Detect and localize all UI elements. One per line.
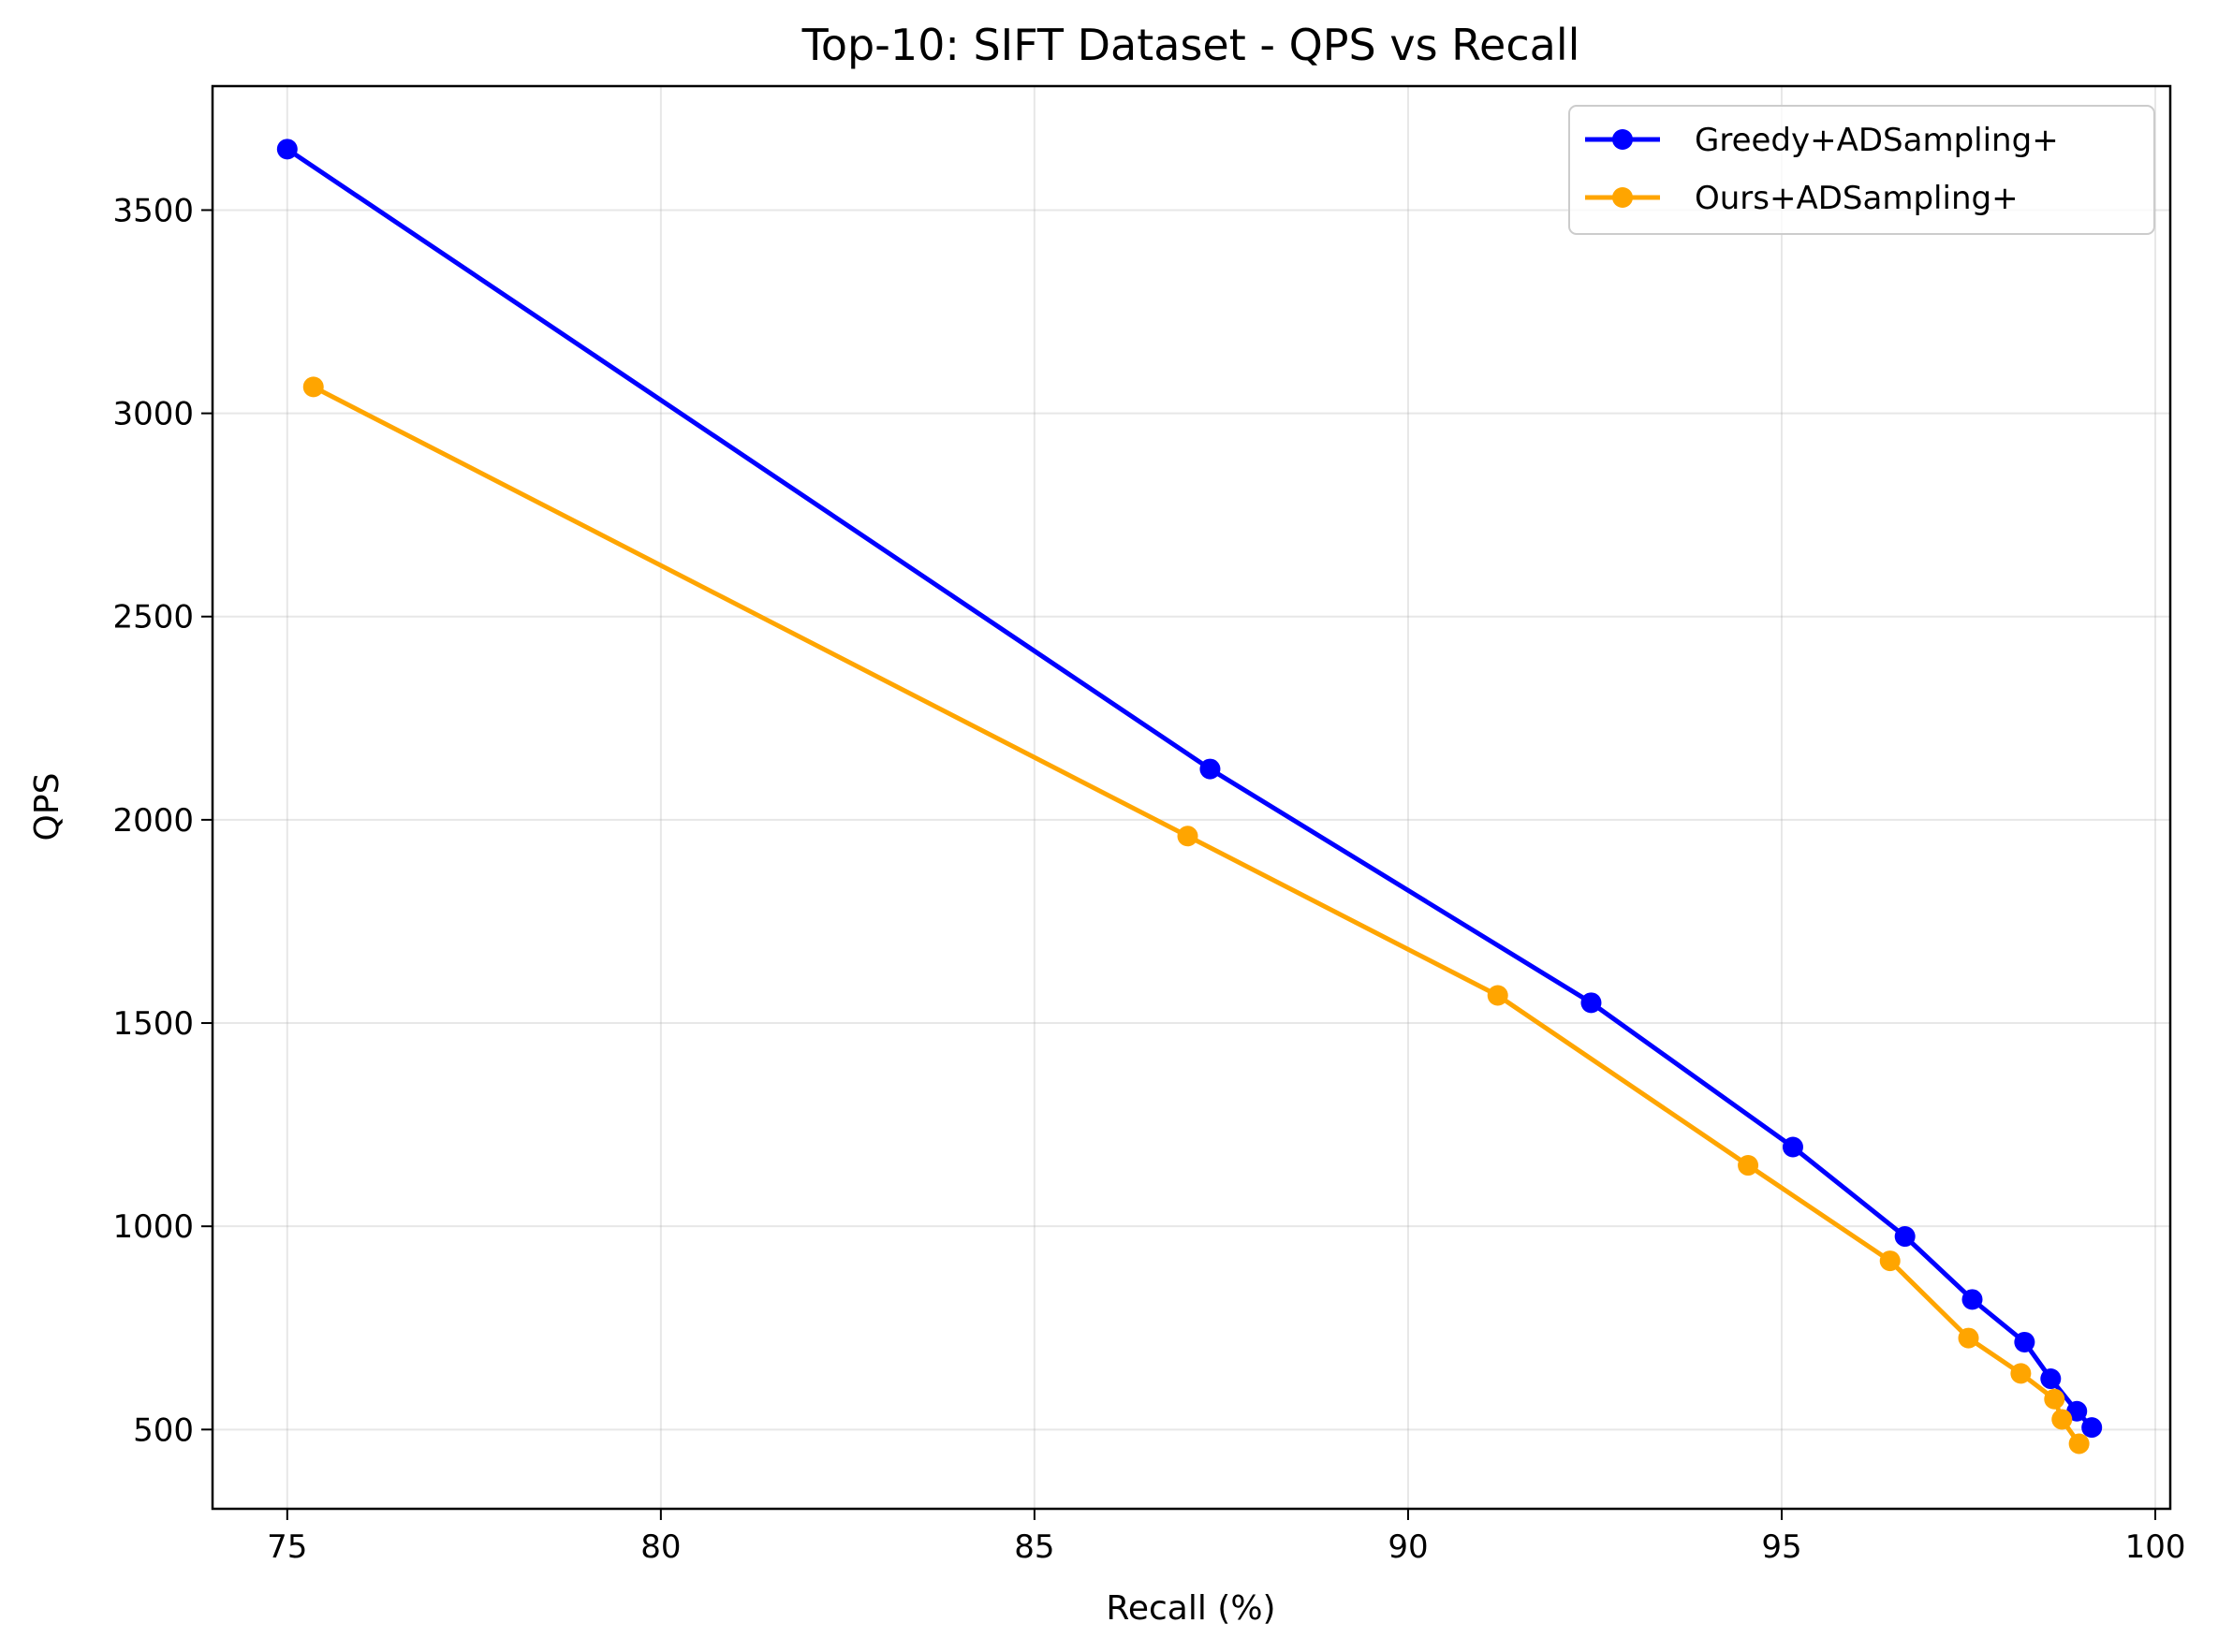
y-tick-label: 2000 bbox=[112, 802, 194, 840]
data-point bbox=[1879, 1250, 1901, 1272]
y-tick-label: 1500 bbox=[112, 1005, 194, 1043]
series-layer bbox=[276, 139, 2103, 1455]
legend: Greedy+ADSampling+ Ours+ADSampling+ bbox=[1568, 105, 2155, 235]
x-tick-label: 90 bbox=[1388, 1528, 1428, 1566]
legend-label-ours: Ours+ADSampling+ bbox=[1695, 180, 2019, 217]
x-tick-label: 80 bbox=[640, 1528, 681, 1566]
data-point bbox=[2040, 1368, 2062, 1390]
legend-label-greedy: Greedy+ADSampling+ bbox=[1695, 122, 2059, 159]
data-point bbox=[276, 139, 298, 160]
data-point bbox=[2081, 1417, 2103, 1439]
data-point bbox=[2068, 1433, 2090, 1455]
x-tick-label: 85 bbox=[1014, 1528, 1054, 1566]
plot-frame bbox=[211, 84, 2172, 1511]
chart-title: Top-10: SIFT Dataset - QPS vs Recall bbox=[801, 20, 1580, 70]
y-tick-label: 2500 bbox=[112, 599, 194, 636]
x-tick-label: 75 bbox=[267, 1528, 307, 1566]
data-point bbox=[2051, 1409, 2073, 1430]
series-line bbox=[312, 385, 2081, 1445]
data-point bbox=[1177, 826, 1198, 847]
x-tick-label: 95 bbox=[1761, 1528, 1801, 1566]
series-ours bbox=[302, 376, 2090, 1455]
legend-marker-ours bbox=[1612, 187, 1633, 208]
data-point bbox=[1580, 992, 1602, 1014]
data-point bbox=[1199, 758, 1221, 780]
data-point bbox=[302, 376, 324, 398]
y-axis-label: QPS bbox=[28, 773, 66, 841]
data-point bbox=[2044, 1388, 2065, 1410]
y-axis: 500 1000 1500 2000 2500 3000 3500 bbox=[112, 192, 213, 1449]
data-point bbox=[1738, 1155, 1759, 1177]
data-point bbox=[1782, 1136, 1803, 1158]
x-axis: 75 80 85 90 95 100 bbox=[267, 1509, 2185, 1566]
x-axis-label: Recall (%) bbox=[1106, 1589, 1275, 1628]
y-tick-label: 1000 bbox=[112, 1208, 194, 1246]
legend-box bbox=[1568, 105, 2155, 235]
data-point bbox=[1894, 1226, 1916, 1248]
data-point bbox=[1958, 1327, 1979, 1349]
legend-marker-greedy bbox=[1612, 129, 1633, 150]
data-point bbox=[1487, 985, 1508, 1006]
x-tick-label: 100 bbox=[2125, 1528, 2186, 1566]
y-tick-label: 3000 bbox=[112, 396, 194, 433]
data-point bbox=[1961, 1289, 1983, 1310]
data-point bbox=[2010, 1363, 2032, 1384]
y-tick-label: 3500 bbox=[112, 192, 194, 229]
y-tick-label: 500 bbox=[133, 1411, 194, 1449]
data-point bbox=[2014, 1331, 2035, 1352]
